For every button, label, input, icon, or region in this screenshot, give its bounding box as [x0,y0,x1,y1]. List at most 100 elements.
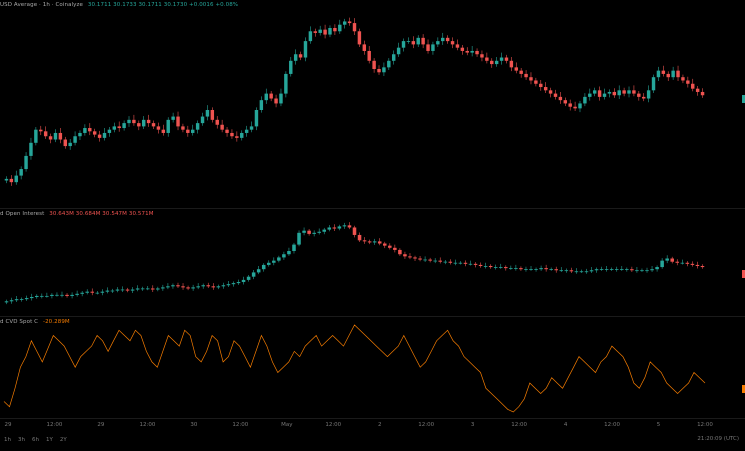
timeframe-1y-button[interactable]: 1Y [46,437,53,443]
price-candle [691,83,695,89]
oi-candle [236,282,241,284]
utc-clock: 21:20:09 (UTC) [697,436,739,442]
oi-candle [413,257,417,259]
price-candle [553,93,558,97]
price-candle [441,37,445,42]
timeframe-6h-button[interactable]: 6h [32,437,39,443]
price-candle [122,123,126,129]
price-candle [480,54,484,58]
price-candle [392,54,396,61]
oi-candle [9,300,14,302]
oi-legend-name: d Open Interest [0,211,45,217]
price-candle [73,136,77,143]
oi-candle [655,267,659,270]
oi-candle [685,262,690,264]
price-candle [132,119,136,124]
oi-candle [130,289,135,291]
oi-candle [312,232,316,234]
price-candle [514,67,518,71]
price-candle [676,70,680,78]
price-candle [323,29,327,35]
oi-candle [357,234,362,241]
oi-candle [24,298,29,300]
price-candle [362,44,367,51]
oi-candle [171,285,175,287]
price-candle [504,57,509,61]
price-candle [627,90,631,94]
oi-candle [140,288,145,290]
price-candle [573,106,577,109]
price-candle [58,132,63,140]
price-candle [313,31,317,33]
price-candle [637,93,641,97]
x-tick-label: 2 [378,422,382,428]
price-candle [308,31,313,42]
price-candle [156,126,161,130]
oi-candle [100,291,105,293]
price-candle [465,50,469,53]
price-candle [406,41,411,42]
price-candle [318,29,322,33]
price-candle [14,175,18,183]
oi-candle [418,258,422,260]
price-candle [293,54,298,61]
oi-candle [453,262,458,264]
price-candle [695,88,700,92]
oi-candle [478,264,483,266]
timeframe-3h-button[interactable]: 3h [18,437,25,443]
oi-candle [125,289,130,291]
price-candle [68,142,72,147]
price-candle [607,91,612,94]
price-candle [436,41,440,45]
cvd-edge-tag [742,385,745,393]
oi-candle [584,271,589,273]
price-candle [284,73,288,94]
oi-candle [246,276,251,280]
oi-candle [665,258,669,261]
x-tick-label: 29 [5,422,12,428]
price-candle [137,123,141,127]
oi-candle [29,297,34,299]
oi-candle [297,232,301,245]
price-candle [651,77,656,91]
price-candle [97,134,102,138]
oi-candle [50,294,54,296]
price-candle [519,70,523,74]
timeframe-1h-button[interactable]: 1h [4,437,11,443]
price-candle [289,60,293,74]
price-candle [333,28,337,32]
price-candle [24,155,28,170]
price-candle [171,116,175,120]
x-tick-label: 12:00 [418,422,434,428]
oi-candle [569,270,574,272]
price-candle [534,80,538,84]
x-tick-label: 5 [657,422,661,428]
price-candle [382,67,386,73]
price-candle [588,93,592,97]
oi-candle [110,290,115,292]
price-candle [83,128,87,133]
oi-candle [483,265,488,267]
price-candle [372,60,376,69]
price-candle [244,129,249,133]
x-tick-label: 12:00 [47,422,63,428]
price-candle [88,128,92,132]
oi-candle [95,292,100,294]
oi-candle [458,262,463,264]
pane-divider[interactable] [0,316,745,317]
price-candle [102,132,107,138]
oi-candle [393,247,397,250]
price-candle [524,73,528,78]
price-candle [146,119,151,124]
price-candle [642,96,646,99]
oi-candle [549,269,553,270]
timeframe-2y-button[interactable]: 2Y [59,437,67,443]
oi-candle [529,269,533,270]
price-candle [264,93,268,101]
oi-candle [231,283,236,285]
x-tick-label: 12:00 [139,422,155,428]
oi-candle [498,267,503,268]
pane-divider[interactable] [0,208,745,209]
oi-candle [35,295,39,298]
